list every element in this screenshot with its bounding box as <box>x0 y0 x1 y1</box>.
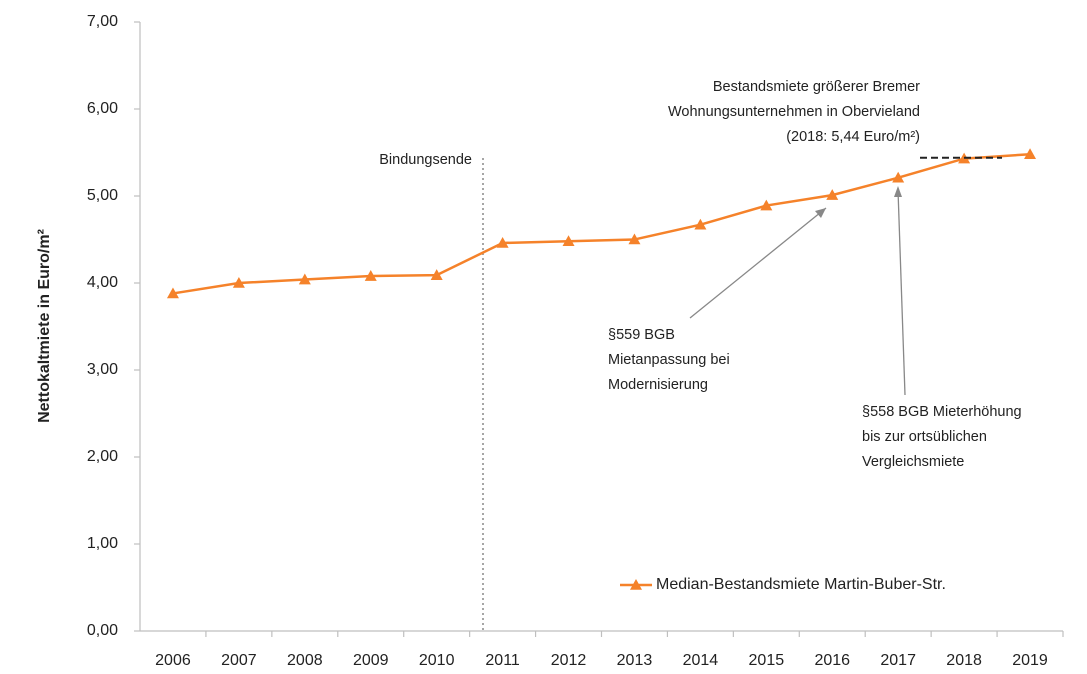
x-tick-label: 2012 <box>551 652 587 669</box>
legend-marker <box>630 579 642 590</box>
annotation: §558 BGB Mieterhöhung <box>862 404 1022 420</box>
x-tick-label: 2017 <box>880 652 916 669</box>
x-tick-label: 2011 <box>485 652 520 669</box>
annotation: Wohnungsunternehmen in Obervieland <box>668 104 920 120</box>
x-tick-label: 2010 <box>419 652 455 669</box>
y-tick-label: 0,00 <box>87 622 118 639</box>
arrow <box>897 189 906 396</box>
y-tick-label: 5,00 <box>87 187 118 204</box>
annotation: Mietanpassung bei <box>608 352 730 368</box>
annotation: bis zur ortsüblichen <box>862 429 987 445</box>
annotation: Bindungsende <box>379 152 472 168</box>
marker <box>298 273 311 285</box>
marker <box>496 236 509 248</box>
x-tick-label: 2016 <box>814 652 850 669</box>
x-tick-label: 2007 <box>221 652 257 669</box>
marker <box>892 171 905 183</box>
marker <box>562 235 575 247</box>
arrow-head <box>894 186 902 197</box>
y-tick-label: 1,00 <box>87 535 118 552</box>
annotation: Vergleichsmiete <box>862 454 964 470</box>
x-tick-label: 2009 <box>353 652 389 669</box>
series-line <box>172 152 1031 295</box>
arrow-head <box>815 208 826 218</box>
x-tick-label: 2013 <box>617 652 653 669</box>
annotation: Bestandsmiete größerer Bremer <box>713 79 920 95</box>
y-tick-label: 6,00 <box>87 100 118 117</box>
y-axis-label: Nettokaltmiete in Euro/m² <box>36 229 53 423</box>
marker <box>232 277 245 288</box>
y-tick-label: 4,00 <box>87 274 118 291</box>
marker <box>1024 148 1037 160</box>
marker <box>826 189 839 200</box>
x-tick-label: 2019 <box>1012 652 1048 669</box>
arrow <box>689 207 827 319</box>
y-tick-label: 7,00 <box>87 13 118 30</box>
y-tick-label: 2,00 <box>87 448 118 465</box>
annotation: Modernisierung <box>608 377 708 393</box>
annotation: (2018: 5,44 Euro/m²) <box>786 129 920 145</box>
x-tick-label: 2008 <box>287 652 323 669</box>
marker <box>628 233 641 245</box>
x-tick-label: 2014 <box>683 652 719 669</box>
annotation: §559 BGB <box>608 327 675 343</box>
x-tick-label: 2018 <box>946 652 982 669</box>
y-tick-label: 3,00 <box>87 361 118 378</box>
marker <box>364 270 377 281</box>
marker <box>430 269 443 280</box>
marker <box>694 218 707 230</box>
x-tick-label: 2015 <box>749 652 785 669</box>
marker <box>760 199 773 211</box>
marker <box>166 287 179 299</box>
legend-label: Median-Bestandsmiete Martin-Buber-Str. <box>656 576 946 593</box>
x-tick-label: 2006 <box>155 652 191 669</box>
